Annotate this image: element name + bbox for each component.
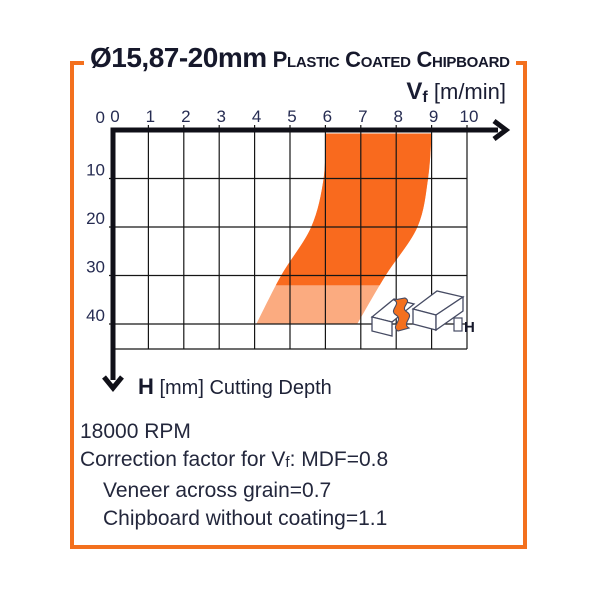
band-dark: [275, 133, 432, 286]
y-axis-title: H [mm] Cutting Depth: [138, 374, 332, 400]
material-name: Plastic Coated Chipboard: [272, 47, 510, 72]
diameter-range: Ø15,87-20mm: [90, 42, 267, 73]
x-tick-label: 10: [460, 107, 479, 126]
h-text: Cutting Depth: [209, 377, 332, 399]
notes-block: 18000 RPM Correction factor for Vf: MDF=…: [80, 418, 388, 533]
feed-depth-chart: 0 1 2 3 4 5 6 7 8 9 10 0 10 20 30 40 H: [86, 107, 511, 392]
vf-symbol: V: [406, 78, 423, 105]
x-axis-arrow-icon: [492, 119, 511, 141]
x-tick-label: 3: [216, 107, 225, 126]
vf-unit: [m/min]: [433, 79, 506, 104]
x-tick-label: 6: [323, 107, 332, 126]
correction-suffix: : MDF=0.8: [289, 448, 389, 471]
h-bracket: [mm]: [159, 377, 204, 399]
x-tick-label: 4: [252, 107, 261, 126]
left-block-front: [371, 316, 393, 337]
right-block-front: [435, 295, 464, 332]
y-tick-label: 20: [86, 209, 105, 228]
x-tick-label: 8: [393, 107, 402, 126]
veneer-note: Veneer across grain=0.7: [103, 479, 332, 502]
x-tick-label: 1: [146, 107, 155, 126]
x-tick-label: 7: [358, 107, 367, 126]
x-axis-title: Vf [m/min]: [300, 78, 506, 107]
rpm-note: 18000 RPM: [80, 420, 191, 443]
thickness-label: H: [464, 319, 475, 336]
y-tick-label: 10: [86, 161, 105, 180]
x-tick-label: 5: [287, 107, 296, 126]
cut-profile: [392, 297, 411, 332]
y-tick-label: 30: [86, 258, 105, 277]
chipboard-note: Chipboard without coating=1.1: [103, 507, 388, 530]
x-tick-label: 9: [429, 107, 438, 126]
vf-subscript: f: [422, 89, 428, 106]
x-tick-label: 0: [110, 107, 119, 126]
correction-subscript: f: [285, 454, 290, 471]
y-tick-label: 0: [96, 108, 105, 127]
correction-note: Correction factor for Vf: MDF=0.8: [80, 446, 388, 477]
x-tick-label: 2: [181, 107, 190, 126]
page-title: Ø15,87-20mm Plastic Coated Chipboard: [84, 44, 516, 77]
correction-prefix: Correction factor for V: [80, 448, 286, 471]
workpiece-illustration: H: [370, 290, 475, 337]
h-symbol: H: [138, 374, 154, 399]
y-tick-label: 40: [86, 306, 105, 325]
y-axis-arrow-icon: [102, 375, 124, 392]
thickness-bracket: [453, 317, 463, 332]
